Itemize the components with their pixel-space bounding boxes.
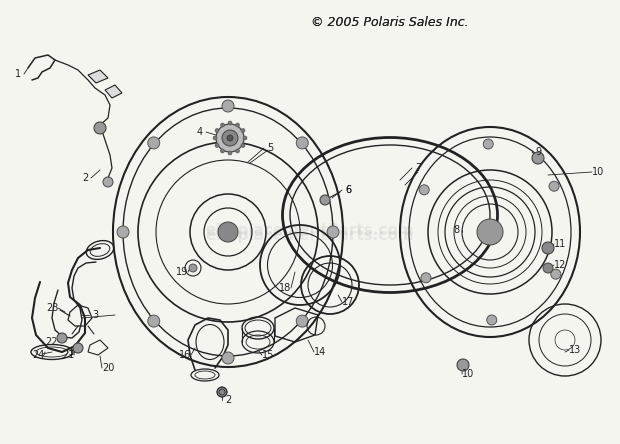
Circle shape xyxy=(228,121,232,125)
Circle shape xyxy=(57,333,67,343)
Circle shape xyxy=(216,124,244,152)
Text: 7: 7 xyxy=(415,163,421,173)
Text: 9: 9 xyxy=(535,147,541,157)
Circle shape xyxy=(483,139,494,149)
Text: 8: 8 xyxy=(453,225,459,235)
Text: 17: 17 xyxy=(342,297,354,307)
Circle shape xyxy=(218,222,238,242)
Text: 2: 2 xyxy=(82,173,88,183)
Text: 21: 21 xyxy=(62,350,74,360)
Text: 23: 23 xyxy=(46,303,58,313)
Text: 12: 12 xyxy=(554,260,566,270)
Circle shape xyxy=(549,181,559,191)
Circle shape xyxy=(222,130,238,146)
Text: eReplacementParts.com: eReplacementParts.com xyxy=(206,222,414,238)
Circle shape xyxy=(532,152,544,164)
Text: 11: 11 xyxy=(554,239,566,249)
Text: 2: 2 xyxy=(225,395,231,405)
Circle shape xyxy=(215,128,219,132)
Text: 15: 15 xyxy=(262,350,274,360)
Circle shape xyxy=(221,149,224,153)
Circle shape xyxy=(296,315,308,327)
Circle shape xyxy=(241,128,245,132)
Circle shape xyxy=(73,343,83,353)
Text: 13: 13 xyxy=(569,345,581,355)
Text: 24: 24 xyxy=(32,350,44,360)
Circle shape xyxy=(222,100,234,112)
Circle shape xyxy=(117,226,129,238)
Circle shape xyxy=(320,195,330,205)
Text: 18: 18 xyxy=(279,283,291,293)
Circle shape xyxy=(215,143,219,147)
Circle shape xyxy=(148,315,160,327)
Circle shape xyxy=(551,269,561,279)
Circle shape xyxy=(543,263,553,273)
Circle shape xyxy=(103,177,113,187)
Circle shape xyxy=(94,122,106,134)
Circle shape xyxy=(241,143,245,147)
Circle shape xyxy=(457,359,469,371)
Circle shape xyxy=(236,149,239,153)
Polygon shape xyxy=(88,70,108,83)
Circle shape xyxy=(227,135,233,141)
Circle shape xyxy=(542,242,554,254)
Text: 22: 22 xyxy=(46,337,58,347)
Circle shape xyxy=(228,151,232,155)
Text: 1: 1 xyxy=(15,69,21,79)
Text: 10: 10 xyxy=(462,369,474,379)
Circle shape xyxy=(419,185,429,195)
Text: 19: 19 xyxy=(176,267,188,277)
Text: © 2005 Polaris Sales Inc.: © 2005 Polaris Sales Inc. xyxy=(311,16,469,28)
Text: 3: 3 xyxy=(92,310,98,320)
Text: © 2005 Polaris Sales Inc.: © 2005 Polaris Sales Inc. xyxy=(311,16,469,28)
Circle shape xyxy=(327,226,339,238)
Text: 16: 16 xyxy=(179,350,191,360)
Circle shape xyxy=(148,137,160,149)
Text: 14: 14 xyxy=(314,347,326,357)
Circle shape xyxy=(221,123,224,127)
Text: 10: 10 xyxy=(592,167,604,177)
Text: 20: 20 xyxy=(102,363,114,373)
Text: 5: 5 xyxy=(267,143,273,153)
Circle shape xyxy=(477,219,503,245)
Polygon shape xyxy=(105,85,122,98)
Text: eReplacementParts.com: eReplacementParts.com xyxy=(206,227,414,242)
Text: 6: 6 xyxy=(345,185,351,195)
Text: 6: 6 xyxy=(345,185,351,195)
Circle shape xyxy=(217,387,227,397)
Circle shape xyxy=(189,264,197,272)
Circle shape xyxy=(243,136,247,140)
Circle shape xyxy=(222,352,234,364)
Circle shape xyxy=(213,136,217,140)
Circle shape xyxy=(421,273,431,283)
Circle shape xyxy=(487,315,497,325)
Text: 4: 4 xyxy=(197,127,203,137)
Circle shape xyxy=(296,137,308,149)
Circle shape xyxy=(236,123,239,127)
